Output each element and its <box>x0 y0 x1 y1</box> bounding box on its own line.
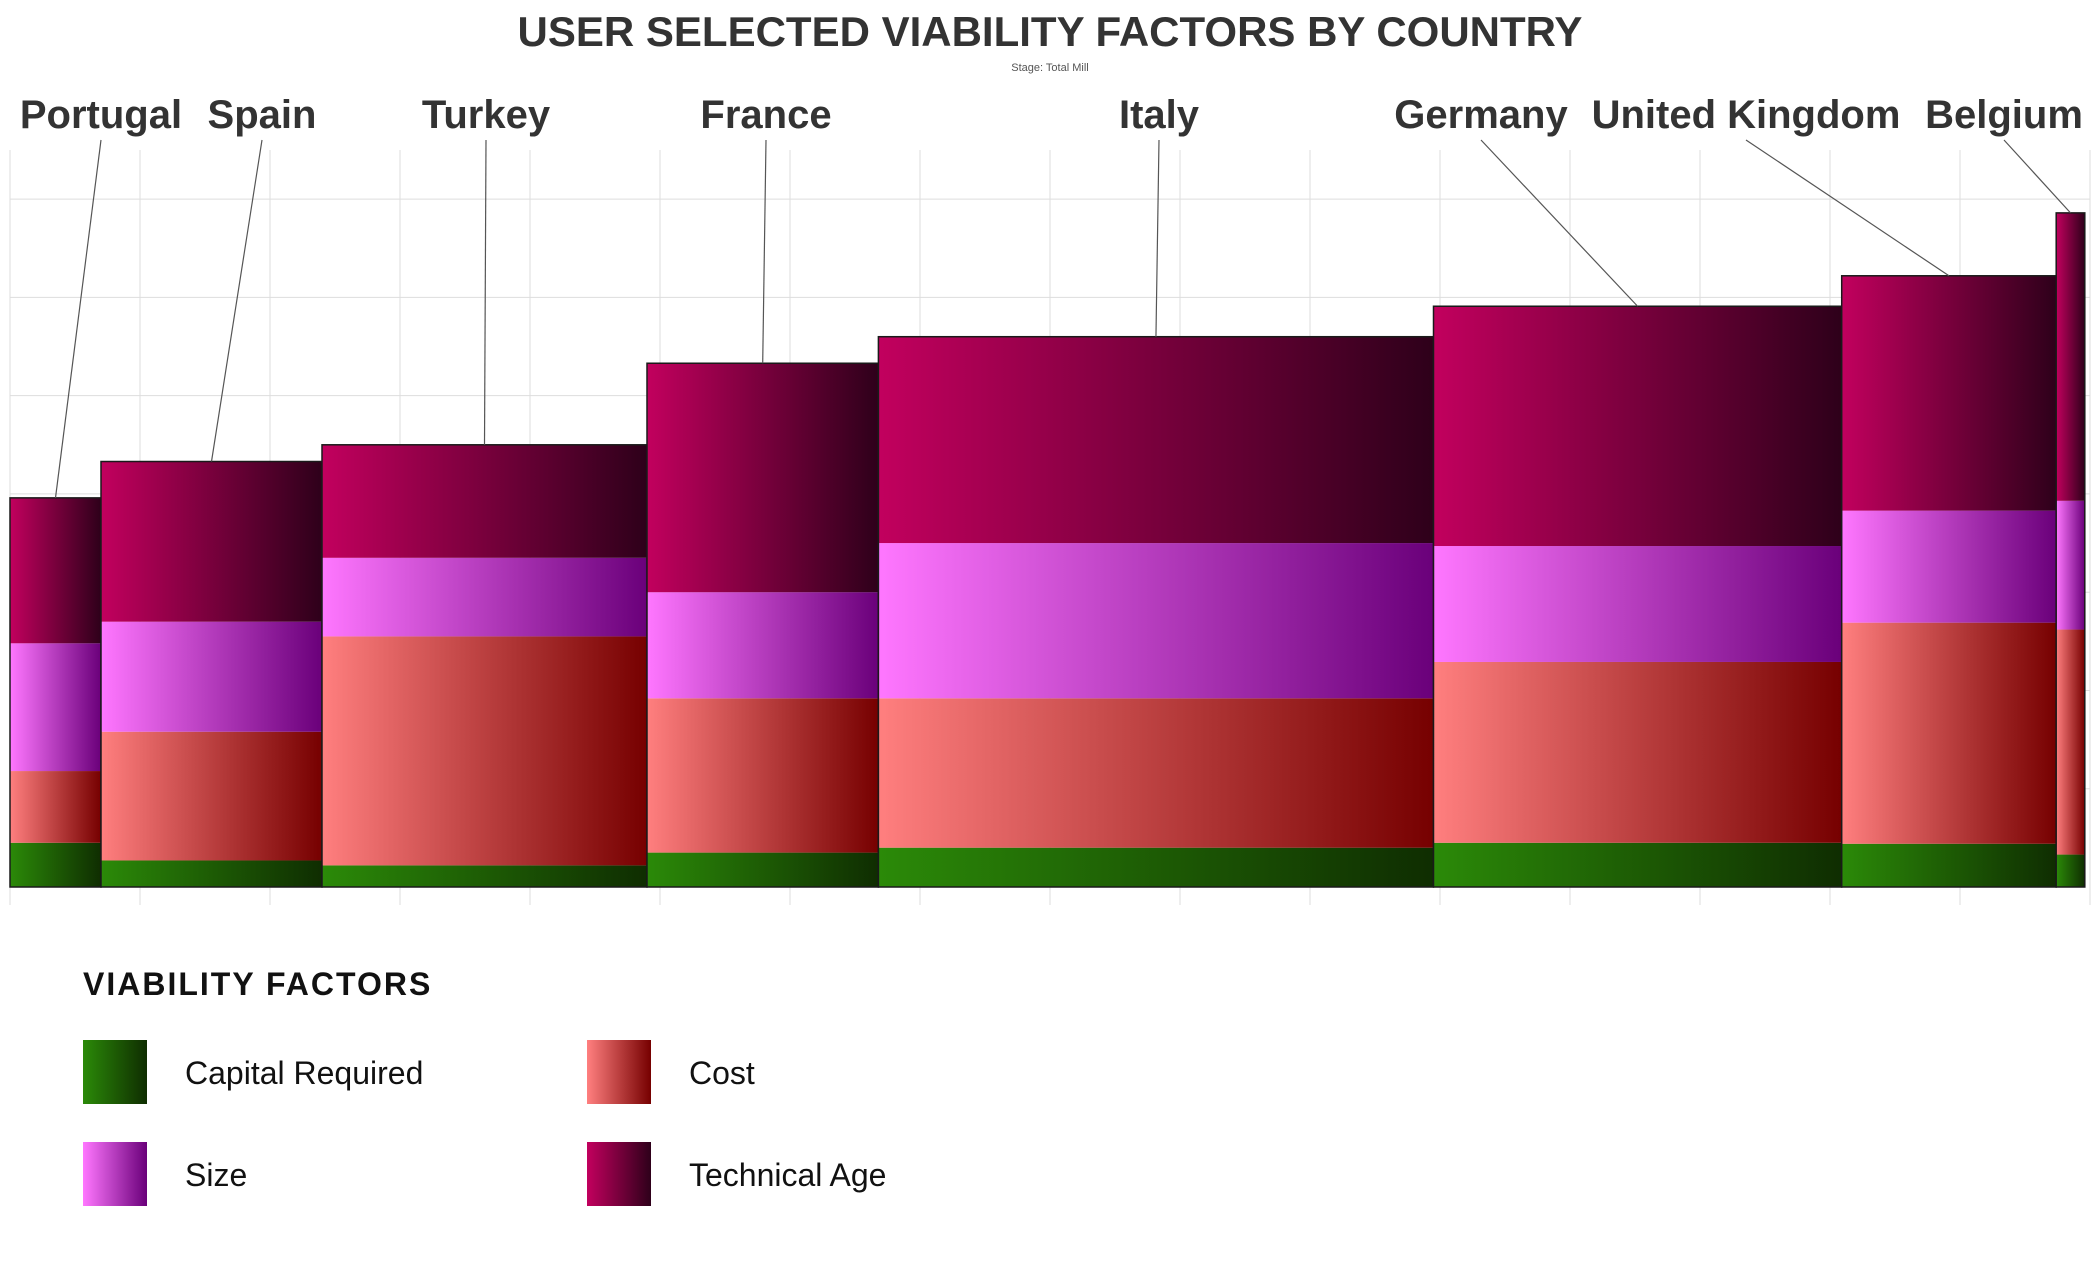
legend-label-capital-required: Capital Required <box>185 1055 424 1091</box>
legend-label-cost: Cost <box>689 1055 755 1091</box>
bar-united-kingdom-cost <box>1841 622 2057 844</box>
bar-united-kingdom-size <box>1841 510 2057 623</box>
bar-group-belgium <box>2055 212 2086 888</box>
country-label-united-kingdom: United Kingdom <box>1592 93 1901 137</box>
country-label-turkey: Turkey <box>422 93 551 137</box>
bar-group-portugal <box>9 497 102 888</box>
bar-turkey-capital-required <box>322 865 647 887</box>
bar-belgium-size <box>2056 500 2085 630</box>
leader-line-france <box>762 139 767 364</box>
legend-swatch-cost <box>587 1040 651 1104</box>
bar-group-united-kingdom <box>1840 275 2057 888</box>
bar-belgium-cost <box>2056 629 2085 855</box>
bar-italy-technical-age <box>878 336 1434 544</box>
legend-swatch-capital-required <box>83 1040 147 1104</box>
leader-line-italy <box>1155 139 1160 337</box>
bar-united-kingdom-capital-required <box>1841 843 2057 887</box>
chart-subtitle: Stage: Total Mill <box>1011 62 1088 74</box>
bar-united-kingdom-technical-age <box>1841 275 2057 511</box>
bar-belgium-technical-age <box>2056 212 2085 501</box>
bar-spain-technical-age <box>101 461 322 622</box>
country-label-belgium: Belgium <box>1925 93 2083 137</box>
bar-spain-capital-required <box>101 860 322 887</box>
bar-spain-cost <box>101 731 322 861</box>
legend-swatch-technical-age <box>587 1142 651 1206</box>
bar-germany-cost <box>1433 661 1842 843</box>
bar-portugal-cost <box>10 771 101 843</box>
bar-turkey-technical-age <box>322 444 647 558</box>
bar-italy-size <box>878 543 1434 699</box>
bars <box>9 212 2086 888</box>
country-label-portugal: Portugal <box>20 93 182 137</box>
legend: VIABILITY FACTORS Capital Required Cost … <box>83 966 983 1226</box>
leader-line-spain <box>210 139 263 462</box>
bar-spain-size <box>101 621 322 732</box>
leader-line-germany <box>1480 139 1639 307</box>
bar-group-italy <box>877 335 1435 888</box>
bar-france-cost <box>647 698 879 853</box>
legend-title: VIABILITY FACTORS <box>83 966 433 1002</box>
legend-label-technical-age: Technical Age <box>689 1157 887 1193</box>
chart-title: USER SELECTED VIABILITY FACTORS BY COUNT… <box>518 8 1583 55</box>
country-label-spain: Spain <box>208 93 317 137</box>
country-label-italy: Italy <box>1119 93 1200 137</box>
bar-germany-technical-age <box>1433 306 1842 547</box>
bar-belgium-capital-required <box>2056 854 2085 887</box>
bar-portugal-size <box>10 643 101 772</box>
bar-germany-capital-required <box>1433 842 1842 887</box>
bar-turkey-cost <box>322 636 647 866</box>
country-label-germany: Germany <box>1394 93 1568 137</box>
bar-turkey-size <box>322 557 647 637</box>
country-labels: Portugal Spain Turkey France Italy Germany Uni… <box>20 93 2083 498</box>
leader-line-turkey <box>483 139 487 445</box>
bar-group-france <box>646 362 880 888</box>
bar-france-technical-age <box>647 363 879 593</box>
leader-line-portugal <box>54 139 102 498</box>
country-label-france: France <box>700 93 831 137</box>
legend-swatch-size <box>83 1142 147 1206</box>
bar-portugal-capital-required <box>10 842 101 887</box>
bar-italy-cost <box>878 698 1434 848</box>
bar-group-spain <box>100 460 323 888</box>
leader-line-belgium <box>2003 139 2071 214</box>
leader-line-united-kingdom <box>1745 139 1950 277</box>
bar-group-germany <box>1432 305 1843 888</box>
bar-italy-capital-required <box>878 847 1434 887</box>
bar-group-turkey <box>321 444 648 888</box>
bar-portugal-technical-age <box>10 497 101 644</box>
legend-label-size: Size <box>185 1157 248 1193</box>
bar-france-size <box>647 592 879 699</box>
bar-france-capital-required <box>647 852 879 887</box>
bar-germany-size <box>1433 546 1842 662</box>
